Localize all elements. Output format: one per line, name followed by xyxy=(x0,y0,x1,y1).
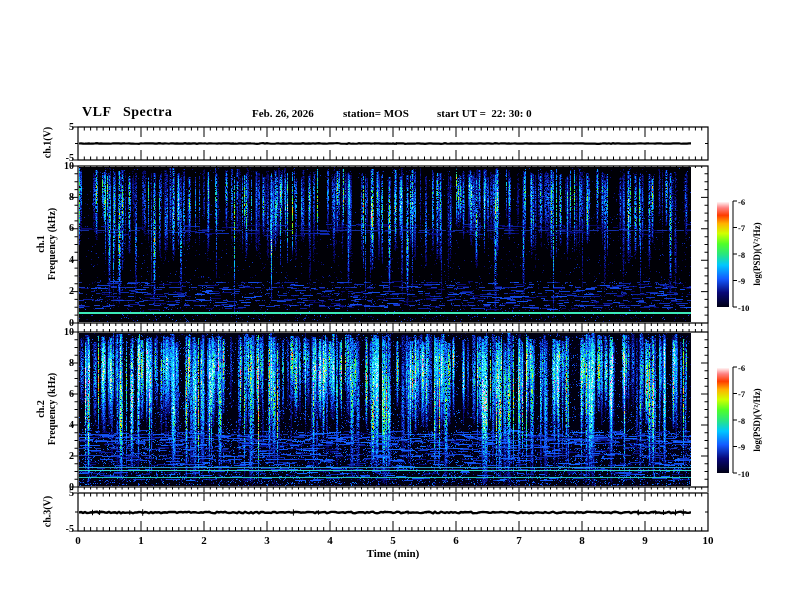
x-tick-label: 10 xyxy=(702,535,714,547)
colorbar-1-tick-label: -9 xyxy=(738,276,746,286)
x-tick-label: 8 xyxy=(579,535,585,547)
y-tick-label-ch1: 5 xyxy=(69,121,74,133)
y-tick-label-ch3: -5 xyxy=(65,524,74,535)
x-tick-label: 9 xyxy=(642,535,648,547)
colorbar-1-tick-label: -7 xyxy=(738,223,746,233)
ch3-waveform-canvas xyxy=(79,494,691,531)
y-tick-label-spec1: 6 xyxy=(69,223,74,235)
y-axis-label-spec1-line1: ch.1 xyxy=(36,235,47,253)
colorbar-1-tick-label: -8 xyxy=(738,249,746,260)
ch2-spectrogram-canvas xyxy=(79,333,691,486)
x-tick-label: 0 xyxy=(75,535,81,547)
y-tick-label-spec1: 10 xyxy=(64,160,74,172)
x-tick-label: 5 xyxy=(390,535,396,547)
header-date: Feb. 26, 2026 xyxy=(252,108,314,120)
x-tick-label: 3 xyxy=(264,535,270,547)
x-tick-label: 6 xyxy=(453,535,459,547)
y-axis-label-spec1-line2: Frequency (kHz) xyxy=(47,207,58,281)
y-tick-label-spec1: 0 xyxy=(69,317,74,329)
y-tick-label-spec1: 2 xyxy=(69,286,74,298)
colorbar-1-tick-label: -10 xyxy=(738,302,750,313)
x-axis-title: Time (min) xyxy=(366,548,420,560)
x-tick-label: 1 xyxy=(138,535,144,547)
y-tick-label-spec1: 8 xyxy=(69,191,74,203)
y-tick-label-spec2: 8 xyxy=(69,357,74,369)
x-tick-label: 2 xyxy=(201,535,207,547)
colorbar-2-tick-label: -9 xyxy=(738,442,746,452)
y-tick-label-spec2: 0 xyxy=(69,481,74,493)
y-tick-label-spec2: 2 xyxy=(69,450,74,462)
colorbar-2-tick-label: -6 xyxy=(738,362,746,373)
y-axis-label-ch3: ch.3(V) xyxy=(42,495,54,528)
y-tick-label-spec2: 10 xyxy=(64,326,74,338)
y-tick-label-spec2: 4 xyxy=(69,419,74,431)
header-start-ut: start UT = 22: 30: 0 xyxy=(437,108,532,120)
colorbar-2-tick-label: -8 xyxy=(738,415,746,426)
colorbar-1-tick-label: -6 xyxy=(738,196,746,207)
y-tick-label-ch1: -5 xyxy=(65,153,74,164)
colorbar-2-tick-label: -10 xyxy=(738,468,750,479)
colorbar-2 xyxy=(717,367,729,473)
y-tick-label-ch3: 5 xyxy=(69,487,74,499)
colorbar-1 xyxy=(717,201,729,307)
x-tick-label: 7 xyxy=(516,535,522,547)
figure-title: VLF Spectra xyxy=(82,105,173,120)
x-tick-label: 4 xyxy=(327,535,333,547)
ch1-spectrogram-canvas xyxy=(79,167,691,322)
y-tick-label-spec1: 4 xyxy=(69,254,74,266)
colorbar-2-tick-label: -7 xyxy=(738,389,746,399)
header-station: station= MOS xyxy=(343,108,409,120)
y-tick-label-spec2: 6 xyxy=(69,388,74,400)
ch1-waveform-canvas xyxy=(79,128,691,159)
y-axis-label-spec1: ch.1 Frequency (kHz) xyxy=(36,164,58,324)
